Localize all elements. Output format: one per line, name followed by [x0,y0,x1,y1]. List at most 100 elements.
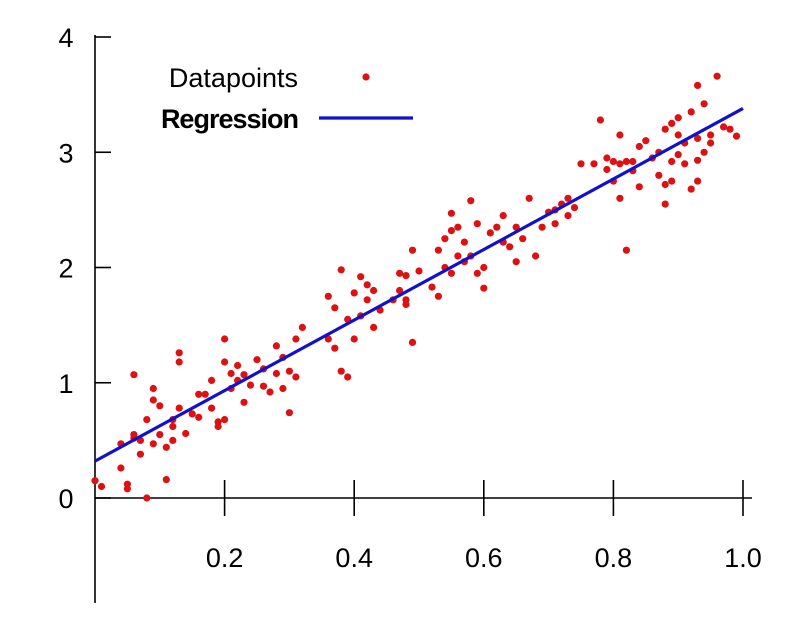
data-point [428,283,436,291]
data-point [713,72,721,80]
data-point [234,361,242,370]
y-tick-label: 0 [58,484,73,514]
data-point [661,125,669,133]
data-point [240,398,248,406]
data-point [674,151,682,159]
data-point [331,304,339,312]
data-point [603,154,611,162]
data-point [402,296,410,304]
data-point [596,116,605,124]
data-point [162,476,170,484]
data-point [609,157,618,166]
data-point [344,373,352,381]
x-tick-label: 0.2 [206,543,244,573]
data-point [298,323,306,331]
data-point [402,272,410,280]
data-point [208,404,216,412]
data-point [408,246,417,254]
data-point [272,369,280,378]
data-point [149,440,157,448]
data-point [91,477,99,485]
data-point [551,220,559,228]
data-point [285,367,293,375]
data-point [454,252,462,260]
data-point [130,431,138,439]
data-point [616,131,624,139]
y-tick-label: 4 [58,23,73,53]
data-point [415,267,423,275]
data-point [726,125,734,133]
data-point [694,134,702,142]
data-point [324,292,332,300]
data-point [136,450,144,458]
data-point [603,165,611,174]
data-point [499,212,507,220]
data-point [655,171,663,179]
data-point [259,382,268,390]
data-point [661,180,669,189]
data-point [447,227,455,235]
data-point [396,286,404,295]
data-point [292,373,300,381]
datapoints-series [91,72,741,502]
data-point [143,494,151,502]
data-point [668,119,676,127]
data-point [681,160,689,168]
data-point [156,431,164,439]
data-point [707,131,715,139]
x-tick-label: 0.8 [595,543,633,573]
data-point [292,335,300,343]
data-point [467,197,475,205]
data-point [130,371,138,379]
data-point [253,356,261,364]
data-point [246,381,255,389]
data-point [195,413,203,421]
data-point [616,160,624,168]
data-point [635,142,643,151]
data-point [357,273,365,281]
data-point [447,209,455,217]
data-point [700,148,708,156]
data-point [687,185,695,193]
data-point [408,338,417,346]
data-point [525,194,533,202]
data-point [642,137,650,145]
data-point [208,376,216,384]
data-point [622,157,631,166]
data-point [732,132,741,140]
data-point [687,108,695,116]
data-point [700,100,708,108]
data-point [363,281,371,289]
x-tick-label: 0.4 [335,543,373,573]
data-point [564,212,572,220]
x-ticks: 0.2 0.4 0.6 0.8 1.0 [206,480,762,573]
data-point [674,131,682,139]
regression-line [94,107,744,463]
data-point [538,223,546,231]
legend-label-datapoints: Datapoints [169,63,298,93]
data-point [720,123,728,131]
data-point [674,114,682,122]
y-ticks: 0 1 2 3 4 [58,23,111,514]
data-point [156,402,164,410]
data-point [169,422,177,431]
data-point [221,416,229,424]
data-point [512,258,520,266]
data-point [668,157,676,166]
data-point [434,246,442,254]
data-point [519,235,527,243]
data-point [622,246,631,254]
data-point [195,390,203,398]
data-point [370,286,378,295]
data-point [512,223,520,231]
data-point [169,436,177,444]
data-point [480,263,488,272]
data-point [97,482,106,491]
data-point [143,416,151,424]
data-point [175,349,183,357]
data-point [201,390,209,398]
data-point [188,410,196,418]
data-point [707,139,715,147]
data-point [668,177,676,185]
